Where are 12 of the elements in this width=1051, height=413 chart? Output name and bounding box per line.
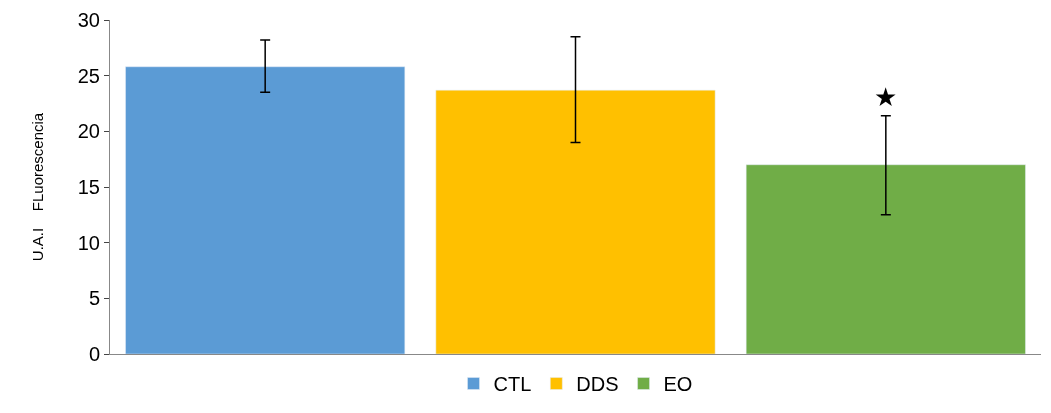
legend-label: DDS: [576, 373, 619, 396]
y-tick-label: 0: [88, 343, 100, 365]
y-tick-label: 5: [88, 287, 100, 310]
y-tick-label: 20: [77, 120, 100, 143]
y-axis-title: U.A.I FLuorescencia: [29, 112, 46, 262]
legend-label: CTL: [493, 373, 532, 396]
y-tick-label: 10: [77, 231, 100, 254]
annotation: ★: [874, 82, 897, 112]
y-tick-label: 15: [77, 176, 100, 198]
legend-label: EO: [663, 373, 693, 396]
y-tick-label: 25: [77, 64, 100, 87]
y-tick-label: 30: [77, 9, 100, 31]
